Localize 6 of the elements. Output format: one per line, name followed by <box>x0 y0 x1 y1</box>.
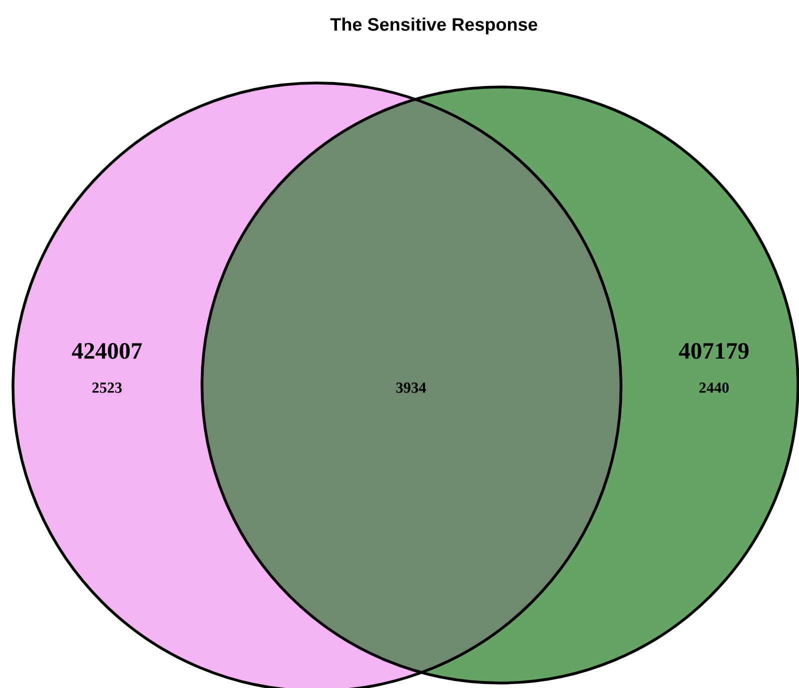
data-label: 2523 <box>92 382 122 393</box>
text: The Sensitive Response <box>330 18 538 34</box>
category-label: 424007 <box>72 342 142 359</box>
category-label: 407179 <box>678 342 749 359</box>
data-label: 2440 <box>699 382 729 393</box>
text: 3934 <box>396 382 426 393</box>
